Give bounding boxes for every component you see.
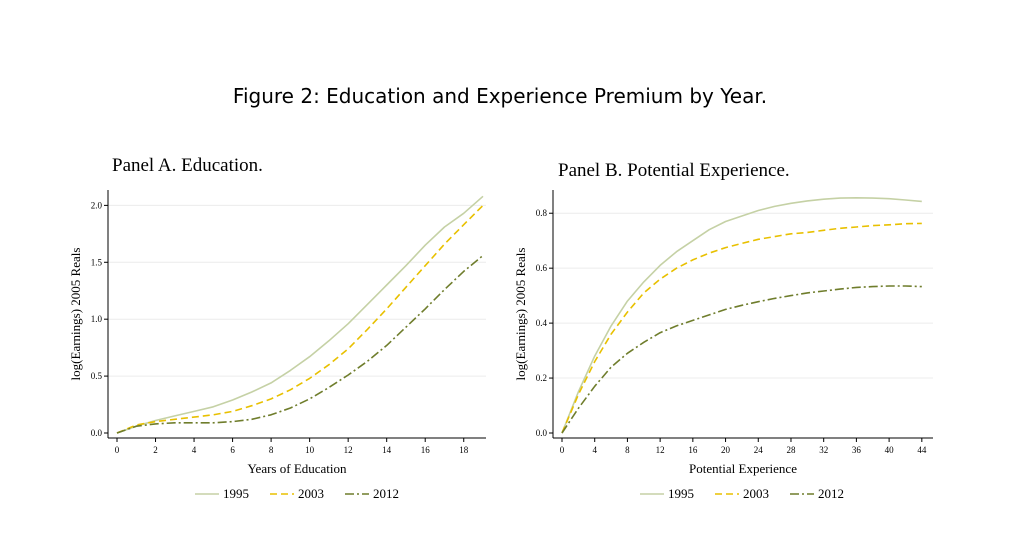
- panel-a-legend-label-2012: 2012: [373, 486, 399, 501]
- panel-b-xtick-label: 16: [688, 445, 698, 455]
- panel-a-x-axis-title: Years of Education: [247, 461, 347, 476]
- panel-a-y-axis-title: log(Earnings) 2005 Reals: [68, 248, 83, 381]
- panel-b-xtick-label: 0: [560, 445, 565, 455]
- figure-title: Figure 2: Education and Experience Premi…: [232, 84, 768, 108]
- panel-b-xtick-label: 8: [625, 445, 630, 455]
- panel-b-ytick-label: 0.4: [536, 318, 548, 328]
- panel-b-xtick-label: 28: [786, 445, 796, 455]
- panel-a-series-2012: [116, 254, 484, 434]
- panel-a-xtick-label: 4: [192, 445, 197, 455]
- panel-b-legend-label-2003: 2003: [743, 486, 769, 501]
- panel-a-xtick-label: 18: [459, 445, 469, 455]
- panel-a-xtick-label: 10: [305, 445, 315, 455]
- panel-a-ytick-label: 1.0: [91, 314, 103, 324]
- panel-a-series-2003: [116, 204, 484, 434]
- panel-b-ytick-label: 0.8: [536, 208, 548, 218]
- panel-a-ytick-label: 0.0: [91, 428, 103, 438]
- panel-a-xtick-label: 16: [421, 445, 431, 455]
- panel-a-legend-label-2003: 2003: [298, 486, 324, 501]
- panel-b-xtick-label: 24: [754, 445, 764, 455]
- panel-b-xtick-label: 32: [819, 445, 828, 455]
- panel-b-series-1995: [561, 197, 922, 434]
- panel-b-series-2003: [561, 222, 922, 434]
- panel-a-ytick-label: 2.0: [91, 200, 103, 210]
- panel-b-y-axis-title: log(Earnings) 2005 Reals: [513, 248, 528, 381]
- panel-a-ytick-label: 0.5: [91, 371, 103, 381]
- panel-b-x-axis-title: Potential Experience: [689, 461, 797, 476]
- panel-b-xtick-label: 12: [656, 445, 665, 455]
- panel-b-series-2012: [561, 285, 922, 434]
- panel-b-ytick-label: 0.0: [536, 428, 548, 438]
- panel-a-series-1995: [116, 195, 484, 434]
- panel-a-xtick-label: 6: [230, 445, 235, 455]
- panel-a-xtick-label: 14: [382, 445, 392, 455]
- panel-b-xtick-label: 20: [721, 445, 731, 455]
- panel-b-title: Panel B. Potential Experience.: [558, 160, 790, 181]
- panel-b-legend-label-1995: 1995: [668, 486, 694, 501]
- panel-a-legend-label-1995: 1995: [223, 486, 249, 501]
- panel-b-legend-label-2012: 2012: [818, 486, 844, 501]
- panel-a-xtick-label: 8: [269, 445, 274, 455]
- panel-a-xtick-label: 2: [153, 445, 158, 455]
- panel-b-ytick-label: 0.6: [536, 263, 548, 273]
- panel-a-xtick-label: 12: [344, 445, 353, 455]
- panel-b-xtick-label: 4: [592, 445, 597, 455]
- panel-a-title: Panel A. Education.: [112, 155, 263, 176]
- panel-b-ytick-label: 0.2: [536, 373, 547, 383]
- panel-b-xtick-label: 44: [917, 445, 927, 455]
- panel-a-xtick-label: 0: [115, 445, 120, 455]
- panel-b-xtick-label: 40: [885, 445, 895, 455]
- panel-b-xtick-label: 36: [852, 445, 862, 455]
- panel-a-ytick-label: 1.5: [91, 257, 103, 267]
